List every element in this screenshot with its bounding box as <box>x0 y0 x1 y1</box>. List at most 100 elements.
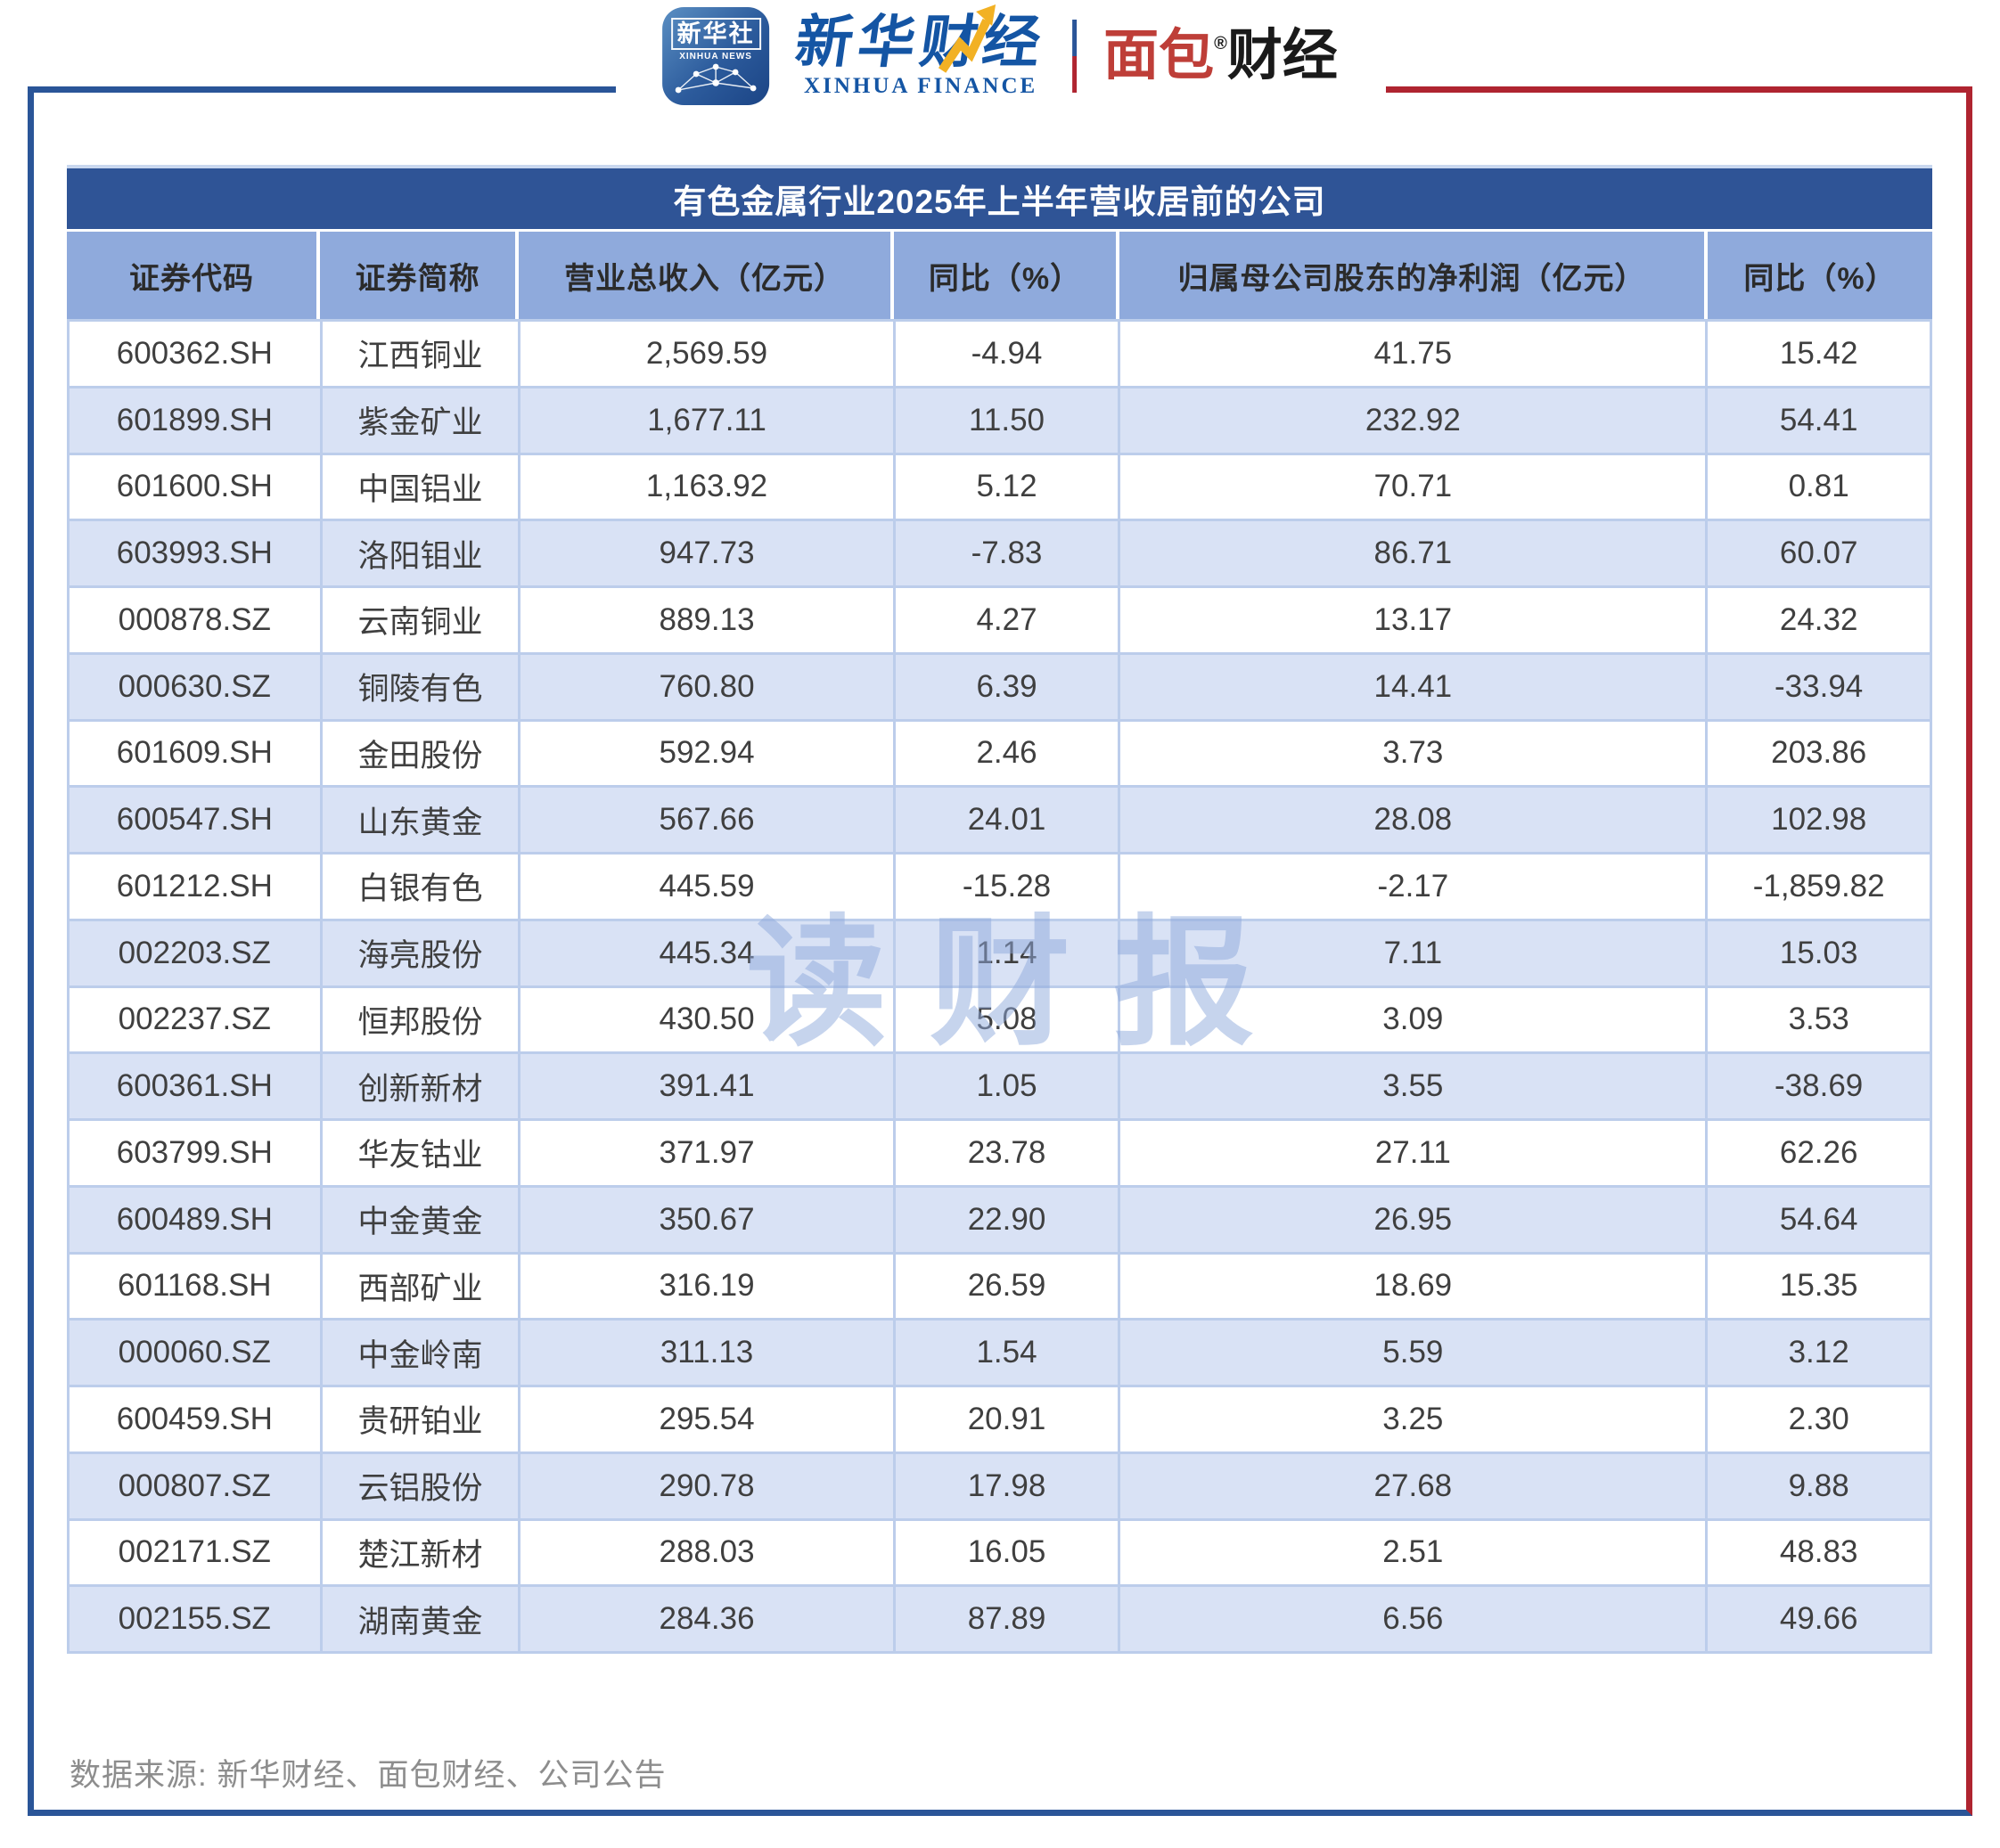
table-cell: 41.75 <box>1120 322 1709 388</box>
table-cell: -15.28 <box>895 854 1121 921</box>
table-cell: 创新新材 <box>322 1054 521 1121</box>
xinhua-news-icon: 新华社 XINHUA NEWS <box>662 7 770 105</box>
table-cell: 15.35 <box>1708 1254 1932 1321</box>
table-cell: 760.80 <box>520 654 896 722</box>
table-cell: 002237.SZ <box>70 987 323 1055</box>
table-row: 601899.SH 紫金矿业 1,677.11 11.50 232.92 54.41 <box>70 388 1932 455</box>
table-cell: -2.17 <box>1120 854 1709 921</box>
table-cell: 24.32 <box>1708 588 1932 655</box>
table-cell: 350.67 <box>520 1187 896 1255</box>
table-cell: 3.25 <box>1120 1387 1709 1454</box>
table-cell: 26.95 <box>1120 1187 1709 1255</box>
table-row: 600459.SH 贵研铂业 295.54 20.91 3.25 2.30 <box>70 1387 1932 1454</box>
finance-arrow-icon <box>938 4 996 73</box>
table-cell: 288.03 <box>520 1520 896 1588</box>
table-cell: 22.90 <box>895 1187 1121 1255</box>
table-cell: 430.50 <box>520 987 896 1055</box>
table-cell: 6.56 <box>1120 1587 1709 1654</box>
content-frame <box>28 86 1972 1816</box>
registered-mark: ® <box>1214 34 1227 53</box>
table-cell: 3.55 <box>1120 1054 1709 1121</box>
table-cell: 5.08 <box>895 987 1121 1055</box>
table-cell: 14.41 <box>1120 654 1709 722</box>
table-cell: 600547.SH <box>70 788 323 854</box>
table-cell: 445.59 <box>520 854 896 921</box>
xinhua-news-icon-cn: 新华社 <box>670 18 761 50</box>
table-cell: 371.97 <box>520 1121 896 1188</box>
table-cell: 87.89 <box>895 1587 1121 1654</box>
table-cell: 600362.SH <box>70 322 323 388</box>
table-cell: 27.11 <box>1120 1121 1709 1188</box>
table-cell: 947.73 <box>520 521 896 588</box>
table-cell: 603993.SH <box>70 521 323 588</box>
table-row: 002155.SZ 湖南黄金 284.36 87.89 6.56 49.66 <box>70 1587 1932 1654</box>
table-cell: 600361.SH <box>70 1054 323 1121</box>
table-cell: 60.07 <box>1708 521 1932 588</box>
table-row: 601609.SH 金田股份 592.94 2.46 3.73 203.86 <box>70 721 1932 789</box>
table-cell: 湖南黄金 <box>322 1587 521 1654</box>
table-title-bar: 有色金属行业2025年上半年营收居前的公司 <box>67 165 1932 229</box>
column-header: 证券简称 <box>320 232 520 319</box>
column-header: 营业总收入（亿元） <box>519 232 895 319</box>
table-cell: 2.30 <box>1708 1387 1932 1454</box>
table-cell: 2.46 <box>895 721 1121 789</box>
table-cell: 9.88 <box>1708 1453 1932 1521</box>
table-cell: 86.71 <box>1120 521 1709 588</box>
table-cell: 3.09 <box>1120 987 1709 1055</box>
table-cell: 311.13 <box>520 1321 896 1387</box>
table-cell: -1,859.82 <box>1708 854 1932 921</box>
table-cell: 284.36 <box>520 1587 896 1654</box>
table-cell: 600489.SH <box>70 1187 323 1255</box>
table-cell: 中金岭南 <box>322 1321 521 1387</box>
brand-header: 新华社 XINHUA NEWS 新华财经 XINHUA FINANCE 面包®财… <box>650 4 1350 105</box>
table-cell: -7.83 <box>895 521 1121 588</box>
table-row: 603799.SH 华友钴业 371.97 23.78 27.11 62.26 <box>70 1121 1932 1188</box>
table-cell: 云南铜业 <box>322 588 521 655</box>
table-cell: 3.12 <box>1708 1321 1932 1387</box>
table-cell: 楚江新材 <box>322 1520 521 1588</box>
table-cell: 0.81 <box>1708 454 1932 522</box>
table-cell: 金田股份 <box>322 721 521 789</box>
table-cell: 贵研铂业 <box>322 1387 521 1454</box>
table-cell: 601609.SH <box>70 721 323 789</box>
table-cell: 15.03 <box>1708 920 1932 988</box>
table-cell: -33.94 <box>1708 654 1932 722</box>
table-cell: 15.42 <box>1708 322 1932 388</box>
table-cell: 601168.SH <box>70 1254 323 1321</box>
column-header: 同比（%） <box>1743 261 1897 296</box>
table-title: 有色金属行业2025年上半年营收居前的公司 <box>673 184 1326 220</box>
table-cell: 54.41 <box>1708 388 1932 455</box>
table-cell: 7.11 <box>1120 920 1709 988</box>
table-cell: 603799.SH <box>70 1121 323 1188</box>
xinhua-finance-logo: 新华财经 XINHUA FINANCE <box>791 4 1050 99</box>
table-cell: 70.71 <box>1120 454 1709 522</box>
table-cell: 1,163.92 <box>520 454 896 522</box>
table-cell: 48.83 <box>1708 1520 1932 1588</box>
table-cell: 山东黄金 <box>322 788 521 854</box>
table-cell: 002171.SZ <box>70 1520 323 1588</box>
table-cell: 391.41 <box>520 1054 896 1121</box>
logo-divider <box>1072 20 1078 93</box>
table-row: 600489.SH 中金黄金 350.67 22.90 26.95 54.64 <box>70 1187 1932 1255</box>
table-cell: 290.78 <box>520 1453 896 1521</box>
table-cell: 16.05 <box>895 1520 1121 1588</box>
column-header: 同比（%） <box>894 232 1120 319</box>
table-cell: 000630.SZ <box>70 654 323 722</box>
table-cell: 567.66 <box>520 788 896 854</box>
table-row: 002171.SZ 楚江新材 288.03 16.05 2.51 48.83 <box>70 1520 1932 1588</box>
table-cell: 6.39 <box>895 654 1121 722</box>
table-cell: 23.78 <box>895 1121 1121 1188</box>
table-cell: 002155.SZ <box>70 1587 323 1654</box>
table-cell: 601600.SH <box>70 454 323 522</box>
table-cell: 62.26 <box>1708 1121 1932 1188</box>
table-row: 601168.SH 西部矿业 316.19 26.59 18.69 15.35 <box>70 1254 1932 1321</box>
table-cell: 铜陵有色 <box>322 654 521 722</box>
table-cell: 102.98 <box>1708 788 1932 854</box>
table-cell: 4.27 <box>895 588 1121 655</box>
table-cell: 002203.SZ <box>70 920 323 988</box>
table-cell: 26.59 <box>895 1254 1121 1321</box>
table-cell: 海亮股份 <box>322 920 521 988</box>
table-cell: 295.54 <box>520 1387 896 1454</box>
table-cell: 232.92 <box>1120 388 1709 455</box>
table-cell: 27.68 <box>1120 1453 1709 1521</box>
